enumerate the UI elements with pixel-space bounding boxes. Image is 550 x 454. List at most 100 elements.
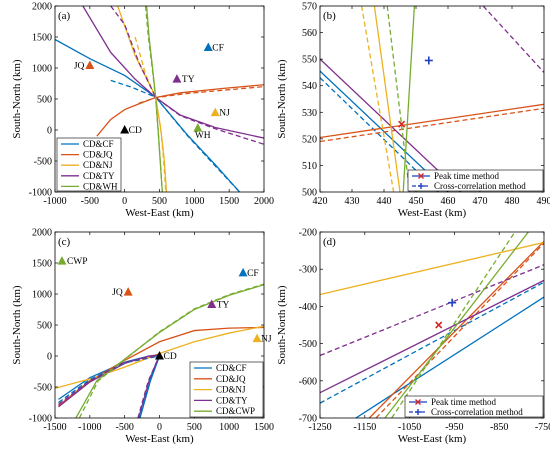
plot-area xyxy=(320,6,544,192)
y-tick-label: 2000 xyxy=(32,228,52,239)
y-tick-label: 500 xyxy=(37,321,52,332)
y-tick-label: -500 xyxy=(34,157,52,168)
series-line-2 xyxy=(320,103,544,139)
legend-label: Peak time method xyxy=(434,171,499,181)
panel-label: (c) xyxy=(58,236,71,248)
y-tick-label: 540 xyxy=(302,81,317,92)
y-tick-label: 520 xyxy=(302,134,317,145)
y-tick-label: 500 xyxy=(302,188,317,199)
series-line-9 xyxy=(144,6,163,192)
panel-d: -1250 -1150 -1050 -950 -850 -750 -700 -600 -500 -… xyxy=(276,228,550,446)
point-stroke xyxy=(435,321,443,329)
station-label-jq: JQ xyxy=(112,288,123,298)
y-tick-label: 560 xyxy=(302,28,317,39)
y-tick-label: 0 xyxy=(47,352,52,363)
series-line-3 xyxy=(375,242,544,418)
x-tick-label: -1500 xyxy=(43,422,66,433)
legend-box xyxy=(56,137,122,192)
panel-label: (d) xyxy=(323,236,336,248)
y-tick-label: 570 xyxy=(302,2,317,13)
station-marker-cd xyxy=(120,125,130,134)
x-tick-label: 500 xyxy=(187,422,202,433)
y-axis-label: South-North (km) xyxy=(276,285,288,364)
station-label-cd: CD xyxy=(164,352,177,362)
x-tick-label: -500 xyxy=(115,422,133,433)
station-marker-ty xyxy=(172,74,182,83)
cross-correlation-point xyxy=(424,56,433,65)
series-line-1 xyxy=(320,281,544,404)
y-tick-label: -300 xyxy=(299,265,317,276)
x-axis-label: West-East (km) xyxy=(398,433,467,445)
x-tick-label: -1050 xyxy=(398,422,421,433)
x-tick-label: -850 xyxy=(490,422,508,433)
y-axis-label: South-North (km) xyxy=(11,285,23,364)
series-group xyxy=(55,6,264,192)
y-axis-label: South-North (km) xyxy=(11,59,23,138)
series-line-5 xyxy=(58,355,161,418)
station-label-cf: CF xyxy=(212,44,224,54)
panel-b: 420 430 440 450 460 470 480 490 500 510 520 530 540 5… xyxy=(276,2,550,220)
legend-box xyxy=(404,395,544,418)
series-line-8 xyxy=(110,6,264,145)
legend-box xyxy=(407,169,544,192)
legend-label: CD&TY xyxy=(216,395,248,405)
x-tick-label: 480 xyxy=(505,196,520,207)
station-marker-wh xyxy=(193,123,203,132)
y-tick-label: -500 xyxy=(299,339,317,350)
series-line-7 xyxy=(134,36,167,192)
station-label-cwp: CWP xyxy=(67,257,88,267)
y-tick-label: -200 xyxy=(299,228,317,239)
x-tick-label: 420 xyxy=(313,196,328,207)
y-tick-label: -400 xyxy=(299,302,317,313)
x-tick-label: 0 xyxy=(157,422,162,433)
y-tick-label: 1000 xyxy=(32,290,52,301)
legend-label: CD&JQ xyxy=(83,150,113,160)
station-marker-jq xyxy=(123,287,133,296)
legend-marker xyxy=(415,399,421,405)
series-line-1 xyxy=(58,326,264,407)
station-label-wh: WH xyxy=(195,131,211,141)
cross-correlation-point xyxy=(448,298,457,307)
x-tick-label: -1000 xyxy=(43,196,66,207)
series-line-7 xyxy=(384,232,529,418)
y-tick-label: 0 xyxy=(47,126,52,137)
y-tick-label: 530 xyxy=(302,108,317,119)
station-label-jq: JQ xyxy=(74,62,85,72)
legend-label: Cross-correlation method xyxy=(434,181,526,191)
x-tick-label: 460 xyxy=(441,196,456,207)
legend-label: CD&WH xyxy=(83,181,118,191)
x-tick-label: -750 xyxy=(535,422,550,433)
y-tick-label: 550 xyxy=(302,55,317,66)
x-tick-label: 430 xyxy=(345,196,360,207)
plot-area xyxy=(320,232,544,418)
series-line-6 xyxy=(138,85,264,104)
x-tick-label: -950 xyxy=(445,422,463,433)
y-tick-label: 1500 xyxy=(32,33,52,44)
series-line-4 xyxy=(75,284,264,418)
legend-label: CD&CF xyxy=(216,363,247,373)
station-label-nj: NJ xyxy=(261,335,272,345)
x-tick-label: 1000 xyxy=(184,196,204,207)
point-stroke xyxy=(398,120,406,128)
series-line-5 xyxy=(482,6,544,73)
series-line-3 xyxy=(58,353,161,418)
series-line-2 xyxy=(368,240,544,418)
x-tick-label: 500 xyxy=(152,196,167,207)
series-line-7 xyxy=(78,283,264,418)
y-tick-label: -1000 xyxy=(29,188,52,199)
series-line-6 xyxy=(58,354,161,418)
x-axis-label: West-East (km) xyxy=(398,207,467,219)
series-line-3 xyxy=(320,107,544,143)
y-tick-label: 1000 xyxy=(32,64,52,75)
station-marker-ty xyxy=(207,299,217,309)
station-marker-cf xyxy=(203,42,213,52)
x-tick-label: -1150 xyxy=(353,422,376,433)
y-tick-label: -600 xyxy=(299,376,317,387)
legend-label: Peak time method xyxy=(431,397,496,407)
series-line-8 xyxy=(391,232,516,418)
